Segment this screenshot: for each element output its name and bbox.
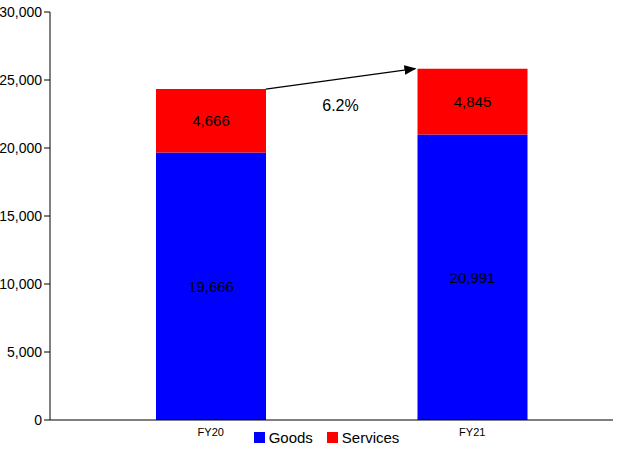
svg-text:FY20: FY20 xyxy=(198,426,224,438)
svg-text:6.2%: 6.2% xyxy=(322,97,358,114)
svg-text:FY21: FY21 xyxy=(459,426,485,438)
svg-text:10,000: 10,000 xyxy=(8,276,42,292)
svg-text:5,000: 5,000 xyxy=(8,344,42,360)
svg-text:4,845: 4,845 xyxy=(454,93,492,110)
svg-text:20,991: 20,991 xyxy=(450,269,496,286)
html-text:Services: Services xyxy=(341,429,400,446)
html-text:Goods: Goods xyxy=(268,429,313,446)
svg-text:25,000: 25,000 xyxy=(8,72,42,88)
svg-text:15,000: 15,000 xyxy=(8,208,42,224)
svg-text:0: 0 xyxy=(34,412,42,428)
svg-text:4,666: 4,666 xyxy=(192,112,230,129)
svg-text:20,000: 20,000 xyxy=(8,140,42,156)
svg-text:30,000: 30,000 xyxy=(8,4,42,20)
svg-text:19,666: 19,666 xyxy=(188,278,234,295)
